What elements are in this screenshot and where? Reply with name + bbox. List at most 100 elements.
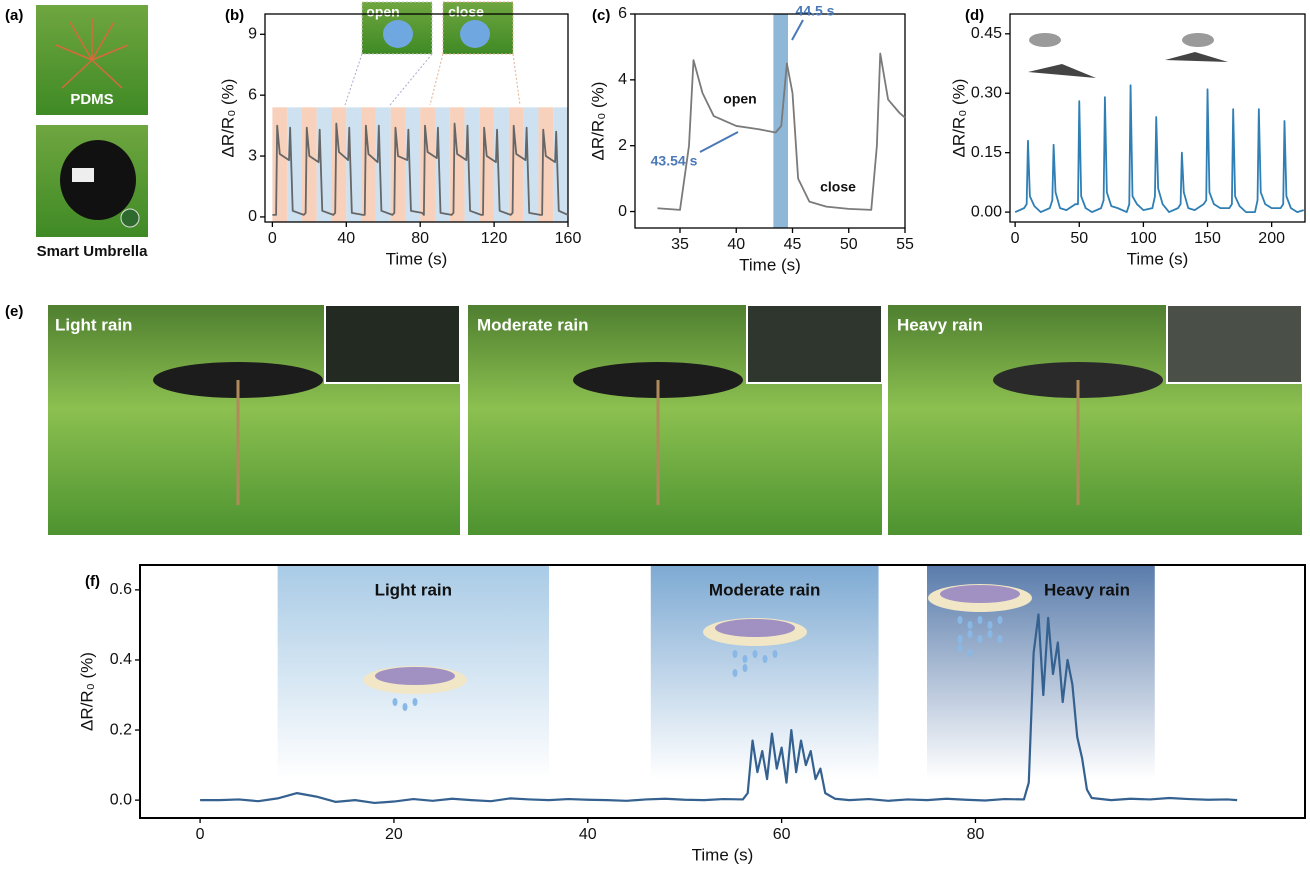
cloud-icon [1029, 33, 1061, 47]
y-tick-label: 0.6 [110, 581, 132, 598]
phase-band [405, 107, 420, 222]
x-tick-label: 40 [337, 230, 355, 247]
umbrella-icon [1028, 64, 1096, 78]
bench [72, 168, 94, 182]
phase-band [361, 107, 376, 222]
y-tick-label: 4 [618, 71, 627, 88]
x-tick-label: 80 [411, 230, 429, 247]
x-tick-label: 45 [784, 236, 802, 253]
raindrop-icon [958, 644, 963, 652]
cloud-icon [375, 667, 455, 685]
x-tick-label: 50 [840, 236, 858, 253]
x-tick-label: 80 [967, 826, 985, 843]
x-axis-label: Time (s) [739, 255, 801, 274]
raindrop-icon [753, 650, 758, 658]
x-tick-label: 0 [268, 230, 277, 247]
y-tick-label: 0.2 [110, 721, 132, 738]
x-tick-label: 0 [196, 826, 205, 843]
raindrop-icon [958, 616, 963, 624]
cloud-icon [940, 585, 1020, 603]
raindrop-icon [978, 616, 983, 624]
x-tick-label: 60 [773, 826, 791, 843]
raindrop-icon [733, 650, 738, 658]
phase-band [509, 107, 524, 222]
inset-label: open [366, 4, 399, 20]
x-tick-label: 40 [579, 826, 597, 843]
arrow [700, 132, 738, 152]
raindrop-icon [998, 616, 1003, 624]
phase-band [287, 107, 302, 222]
raindrop-icon [968, 630, 973, 638]
phase-band [524, 107, 539, 222]
raindrop-icon [763, 655, 768, 663]
x-tick-label: 55 [896, 236, 914, 253]
phase-band [450, 107, 465, 222]
raindrop-icon [733, 669, 738, 677]
x-tick-label: 160 [555, 230, 582, 247]
data-line [1015, 85, 1304, 212]
raindrop-icon [968, 621, 973, 629]
raindrop-icon [978, 635, 983, 643]
photo-caption: PDMS [70, 91, 113, 108]
x-tick-label: 20 [385, 826, 403, 843]
y-tick-label: 0.15 [971, 144, 1002, 161]
phase-band [553, 107, 568, 222]
panel-label: (d) [965, 7, 984, 24]
x-axis-label: Time (s) [692, 845, 754, 864]
photo-row [48, 305, 1302, 535]
panel-label: (b) [225, 7, 244, 24]
umbrella [60, 140, 136, 220]
inset-connector [430, 54, 520, 105]
y-tick-label: 3 [248, 147, 257, 164]
annotation: 43.54 s [651, 153, 698, 169]
cloud-icon [715, 619, 795, 637]
glove [460, 20, 490, 48]
x-tick-label: 200 [1258, 230, 1285, 247]
phase-band [391, 107, 406, 222]
glove [383, 20, 413, 48]
y-axis-label: ΔR/R₀ (%) [949, 79, 968, 158]
phase-band [346, 107, 361, 222]
panel-label: (a) [5, 7, 23, 24]
raindrop-icon [743, 664, 748, 672]
y-axis-label: ΔR/R₀ (%) [77, 652, 96, 731]
phase-band [465, 107, 480, 222]
arrow [792, 20, 803, 40]
x-tick-label: 40 [727, 236, 745, 253]
y-tick-label: 0.00 [971, 203, 1002, 220]
umbrella-icon [1165, 52, 1228, 62]
phase-band [332, 107, 347, 222]
band-label: Moderate rain [709, 580, 820, 599]
photo-caption: Smart Umbrella [37, 243, 149, 260]
panel-label: (e) [5, 303, 23, 320]
x-tick-label: 35 [671, 236, 689, 253]
annotation: close [820, 179, 856, 195]
photo-caption: Light rain [55, 315, 132, 334]
y-tick-label: 2 [618, 137, 627, 154]
figure: PDMS Smart Umbrella (a) (e) Light rain M… [0, 0, 1310, 883]
annotation: open [723, 91, 756, 107]
raindrop-icon [988, 621, 993, 629]
phase-band [479, 107, 494, 222]
inset-connector [345, 54, 432, 105]
x-tick-label: 120 [481, 230, 508, 247]
panel-label: (c) [592, 7, 610, 24]
raindrop-icon [743, 655, 748, 663]
raindrop-icon [968, 649, 973, 657]
x-tick-label: 50 [1070, 230, 1088, 247]
raindrop-icon [958, 635, 963, 643]
x-tick-label: 100 [1130, 230, 1157, 247]
panel-label: (f) [85, 573, 100, 590]
phase-band [317, 107, 332, 222]
raindrop-icon [403, 703, 408, 711]
raindrop-icon [393, 698, 398, 706]
band-label: Heavy rain [1044, 580, 1130, 599]
phase-band [272, 107, 287, 222]
annotation: 44.5 s [796, 3, 835, 19]
x-axis-label: Time (s) [386, 249, 448, 268]
y-tick-label: 9 [248, 26, 257, 43]
band-label: Light rain [375, 580, 452, 599]
raindrop-icon [773, 650, 778, 658]
x-axis-label: Time (s) [1127, 249, 1189, 268]
phase-band [420, 107, 435, 222]
